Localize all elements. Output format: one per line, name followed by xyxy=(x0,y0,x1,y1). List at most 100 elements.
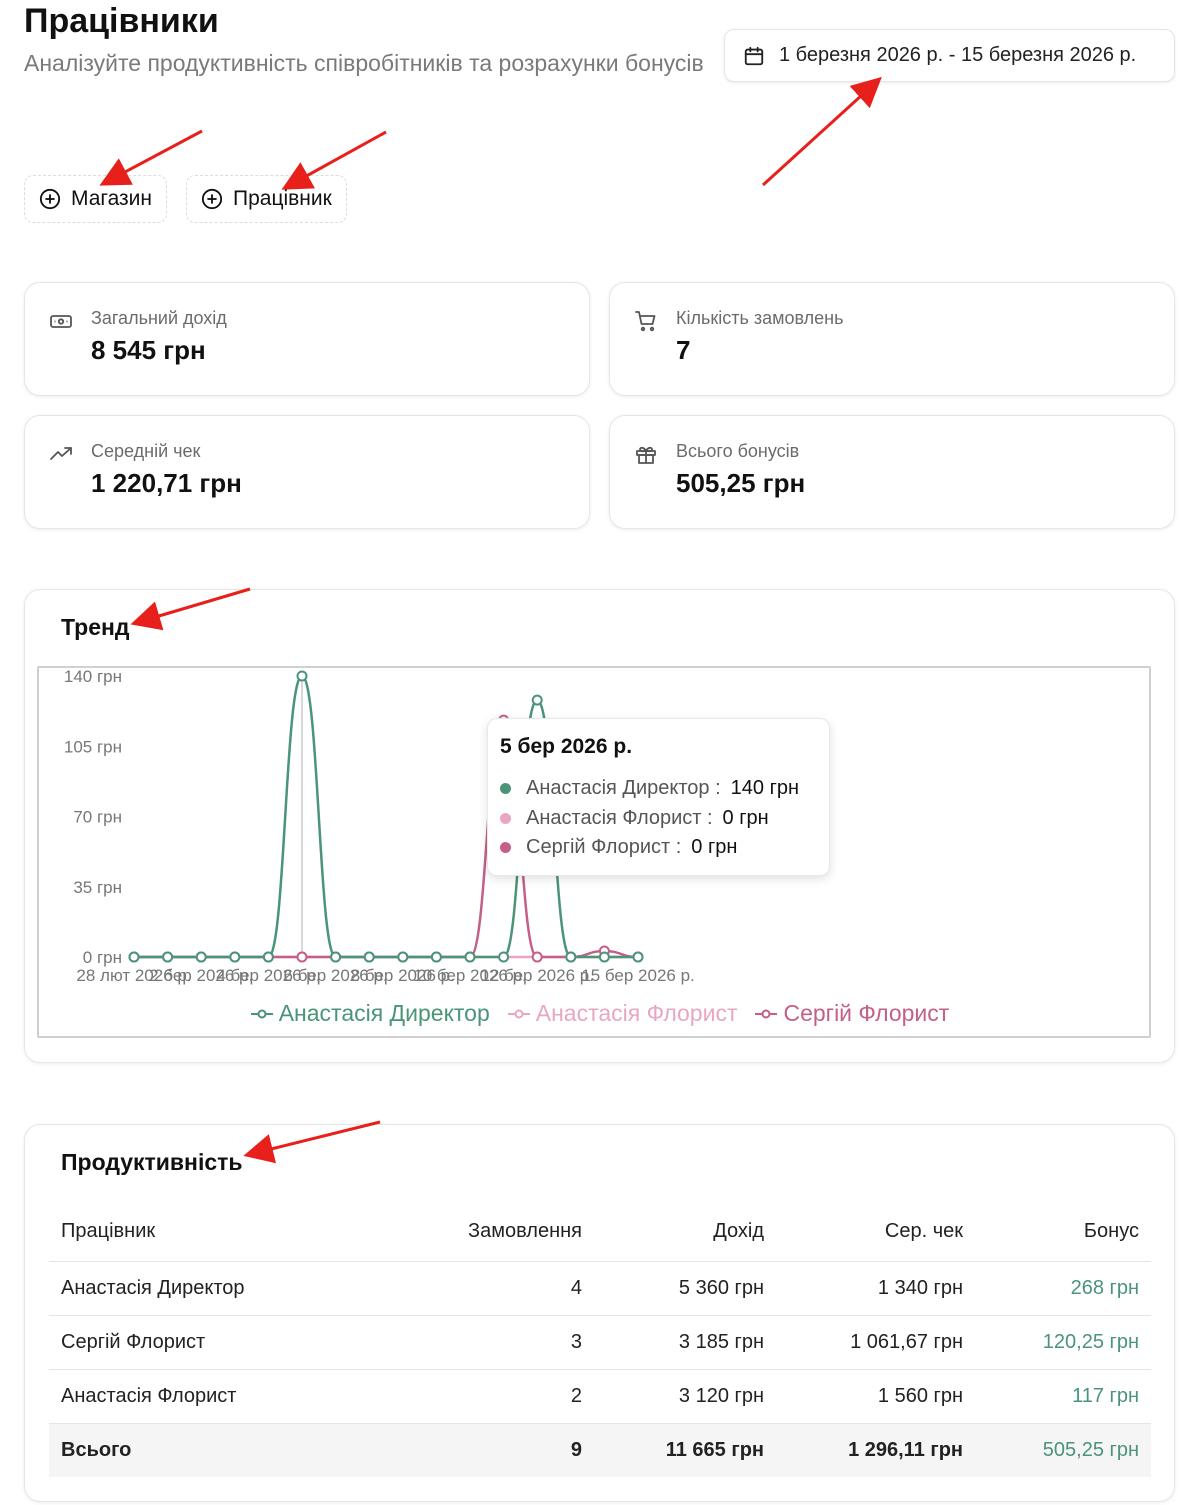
employee-name: Сергій Флорист xyxy=(49,1315,379,1370)
data-point xyxy=(296,951,308,963)
data-point xyxy=(363,951,375,963)
tooltip-row: Сергій Флорист : 0 грн xyxy=(500,836,737,859)
orders-cell: 2 xyxy=(379,1369,594,1424)
tooltip-series-name: Сергій Флорист : xyxy=(526,836,682,858)
data-point xyxy=(531,694,543,706)
total-income-value: 8 545 грн xyxy=(91,335,206,365)
x-tick-label: 15 бер 2026 р. xyxy=(581,966,695,985)
data-point xyxy=(531,951,543,963)
tooltip-row: Анастасія Директор : 140 грн xyxy=(500,777,799,800)
date-range-picker[interactable]: 1 березня 2026 р. - 15 березня 2026 р. xyxy=(724,29,1175,82)
employee-name: Анастасія Директор xyxy=(49,1261,379,1316)
data-point xyxy=(229,951,241,963)
total-avg-check: 1 296,11 грн xyxy=(776,1423,975,1477)
data-point xyxy=(128,951,140,963)
series-dot xyxy=(500,783,511,794)
y-tick-label: 70 грн xyxy=(73,808,122,827)
chart-legend: Анастасія Директор Анастасія Флорист Сер… xyxy=(25,1000,1175,1027)
table-row[interactable]: Анастасія Директор 4 5 360 грн 1 340 грн… xyxy=(49,1261,1151,1316)
add-employee-button[interactable]: Працівник xyxy=(186,175,347,223)
y-tick-label: 140 грн xyxy=(64,667,122,686)
x-tick-label: 10 бер 2026 р. xyxy=(413,966,527,985)
orders-cell: 4 xyxy=(379,1261,594,1316)
bonus-cell: 268 грн xyxy=(975,1261,1151,1316)
bonus-cell: 117 грн xyxy=(975,1369,1151,1424)
tooltip-series-value: 140 грн xyxy=(730,777,800,799)
table-row[interactable]: Анастасія Флорист 2 3 120 грн 1 560 грн … xyxy=(49,1369,1151,1424)
date-range-label: 1 березня 2026 р. - 15 березня 2026 р. xyxy=(779,44,1137,66)
plus-circle-icon xyxy=(39,188,61,210)
series-dot xyxy=(500,842,511,853)
legend-item[interactable]: Анастасія Флорист xyxy=(507,1000,738,1027)
avg-check-cell: 1 340 грн xyxy=(776,1261,975,1316)
legend-label: Анастасія Директор xyxy=(278,1000,490,1026)
income-cell: 3 185 грн xyxy=(594,1315,776,1370)
total-bonus-label: Всього бонусів xyxy=(676,441,800,461)
total-income: 11 665 грн xyxy=(594,1423,776,1477)
performance-card: Продуктивність Працівник Замовлення Дохі… xyxy=(24,1124,1175,1502)
tooltip-title: 5 бер 2026 р. xyxy=(500,735,633,758)
cart-icon xyxy=(634,309,658,333)
bonus-cell: 120,25 грн xyxy=(975,1315,1151,1370)
x-tick-label: 12 бер 2026 р. xyxy=(480,966,594,985)
data-point xyxy=(632,951,644,963)
data-point xyxy=(598,951,610,963)
performance-title: Продуктивність xyxy=(61,1149,243,1175)
avg-check-value: 1 220,71 грн xyxy=(91,468,242,498)
data-point xyxy=(498,951,510,963)
total-bonus-value: 505,25 грн xyxy=(676,468,806,498)
x-tick-label: 6 бер 2026 р. xyxy=(284,966,388,985)
avg-check-card: Середній чек 1 220,71 грн xyxy=(24,415,590,529)
column-header[interactable]: Сер. чек xyxy=(776,1203,975,1262)
table-header-row: Працівник Замовлення Дохід Сер. чек Бону… xyxy=(49,1203,1151,1262)
chart-tooltip: 5 бер 2026 р. Анастасія Директор : 140 г… xyxy=(487,718,830,876)
x-tick-label: 4 бер 2026 р. xyxy=(216,966,320,985)
gift-icon xyxy=(634,442,658,466)
data-point xyxy=(565,951,577,963)
data-point xyxy=(397,951,409,963)
total-bonus-card: Всього бонусів 505,25 грн xyxy=(609,415,1175,529)
x-tick-label: 2 бер 2026 р. xyxy=(149,966,253,985)
data-point xyxy=(330,951,342,963)
column-header[interactable]: Замовлення xyxy=(379,1203,594,1262)
data-point xyxy=(262,951,274,963)
income-cell: 5 360 грн xyxy=(594,1261,776,1316)
add-store-label: Магазин xyxy=(71,187,153,210)
data-point xyxy=(195,951,207,963)
annotation-arrow xyxy=(99,129,203,186)
orders-cell: 3 xyxy=(379,1315,594,1370)
total-orders: 9 xyxy=(379,1423,594,1477)
column-header[interactable]: Дохід xyxy=(594,1203,776,1262)
tooltip-series-name: Анастасія Директор : xyxy=(526,777,721,799)
trending-up-icon xyxy=(49,442,73,466)
add-store-button[interactable]: Магазин xyxy=(24,175,168,223)
tooltip-series-value: 0 грн xyxy=(691,836,738,858)
data-point xyxy=(162,951,174,963)
y-tick-label: 105 грн xyxy=(64,737,122,756)
tooltip-row: Анастасія Флорист : 0 грн xyxy=(500,807,769,830)
avg-check-cell: 1 560 грн xyxy=(776,1369,975,1424)
avg-check-label: Середній чек xyxy=(91,441,201,461)
x-tick-label: 28 лют 2026 р. xyxy=(76,966,191,985)
legend-item[interactable]: Анастасія Директор xyxy=(250,1000,490,1027)
orders-count-card: Кількість замовлень 7 xyxy=(609,282,1175,396)
add-employee-label: Працівник xyxy=(233,187,332,210)
calendar-icon xyxy=(743,45,765,67)
orders-count-label: Кількість замовлень xyxy=(676,308,844,328)
total-income-card: Загальний дохід 8 545 грн xyxy=(24,282,590,396)
tooltip-series-value: 0 грн xyxy=(722,807,769,829)
income-cell: 3 120 грн xyxy=(594,1369,776,1424)
page-subtitle: Аналізуйте продуктивність співробітників… xyxy=(24,50,704,76)
trend-title: Тренд xyxy=(61,614,130,640)
employee-name: Анастасія Флорист xyxy=(49,1369,379,1424)
column-header[interactable]: Працівник xyxy=(49,1203,379,1262)
total-income-label: Загальний дохід xyxy=(91,308,227,328)
y-tick-label: 0 грн xyxy=(83,948,122,967)
x-tick-label: 8 бер 2026 р. xyxy=(351,966,455,985)
table-row[interactable]: Сергій Флорист 3 3 185 грн 1 061,67 грн … xyxy=(49,1315,1151,1370)
legend-label: Анастасія Флорист xyxy=(535,1000,738,1026)
legend-item[interactable]: Сергій Флорист xyxy=(755,1000,949,1027)
series-dot xyxy=(500,813,511,824)
column-header[interactable]: Бонус xyxy=(975,1203,1151,1262)
